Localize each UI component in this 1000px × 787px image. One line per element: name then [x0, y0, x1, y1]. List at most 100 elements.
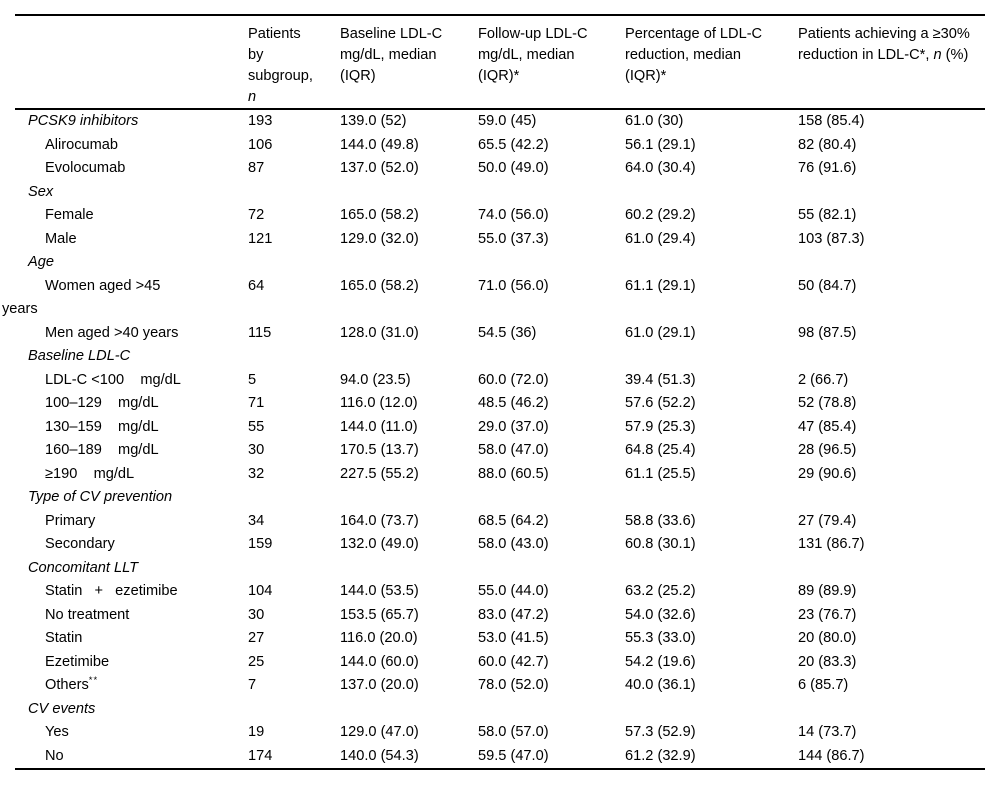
data-cell-value: 54.2 (19.6): [625, 653, 696, 670]
row-label: Others: [45, 677, 89, 693]
data-cell: 55 (82.1): [798, 204, 985, 228]
data-cell: 55.0 (44.0): [478, 580, 625, 604]
table-row: No 174 140.0 (54.3) 59.5 (47.0) 61.2 (32.9) 1…: [2, 745, 985, 769]
table-header-row: Patients by subgroup, n Baseline LDL-C mg…: [2, 16, 985, 108]
data-cell-value: 144.0 (49.8): [340, 136, 419, 153]
data-cell-value: 193: [248, 113, 273, 129]
row-label: Ezetimibe: [45, 653, 110, 670]
data-cell: 159: [248, 533, 340, 557]
column-header: Patients by subgroup, n: [248, 24, 340, 108]
data-cell: 78.0 (52.0): [478, 674, 625, 698]
data-cell: 58.0 (47.0): [478, 439, 625, 463]
data-cell-value: 137.0 (52.0): [340, 160, 419, 176]
table-row: Secondary 159 132.0 (49.0) 58.0 (43.0) 60.8 …: [2, 533, 985, 557]
data-cell-value: 83.0 (47.2): [478, 606, 549, 623]
data-cell-value: 53.0 (41.5): [478, 630, 549, 646]
data-cell: [478, 486, 625, 510]
data-cell-value: 7: [248, 677, 257, 693]
data-cell-value: 55: [248, 418, 265, 435]
data-cell: 39.4 (51.3): [625, 369, 798, 393]
data-cell-value: 57.6 (52.2): [625, 395, 696, 411]
data-cell: 20 (80.0): [798, 627, 985, 651]
data-cell: 71: [248, 392, 340, 416]
row-item-label-cell: No treatment: [2, 604, 248, 628]
table-row: Male 121 129.0 (32.0) 55.0 (37.3) 61.0 (29.4…: [2, 228, 985, 252]
data-cell-value: 104: [248, 583, 273, 599]
table-row: LDL-C <100 mg/dL 5 94.0 (23.5) 60.0 (72.0) 3…: [2, 369, 985, 393]
row-section-label-cell: Age: [2, 251, 248, 275]
data-cell-value: 128.0 (31.0): [340, 324, 419, 341]
data-cell: [478, 251, 625, 275]
data-cell: 98 (87.5): [798, 322, 985, 346]
data-cell-value: 14 (73.7): [798, 724, 857, 740]
data-cell-value: 94.0 (23.5): [340, 371, 411, 388]
data-cell-value: 60.0 (72.0): [478, 371, 549, 388]
row-label: Concomitant LLT: [28, 559, 139, 576]
data-cell-value: 28 (96.5): [798, 442, 857, 458]
row-item-label-cell: 100–129 mg/dL: [2, 392, 248, 416]
table-row: Primary 34 164.0 (73.7) 68.5 (64.2) 58.8 (33…: [2, 510, 985, 534]
data-cell: 60.8 (30.1): [625, 533, 798, 557]
data-cell: 144.0 (60.0): [340, 651, 478, 675]
data-cell-value: 140.0 (54.3): [340, 747, 419, 764]
row-item-label-cell: Yes: [2, 721, 248, 745]
data-cell-value: 61.1 (25.5): [625, 465, 696, 482]
data-cell-value: 55.0 (37.3): [478, 230, 549, 247]
data-cell-value: 74.0 (56.0): [478, 207, 549, 223]
data-cell: 164.0 (73.7): [340, 510, 478, 534]
row-label: 160–189 mg/dL: [45, 442, 159, 458]
data-cell-value: 103 (87.3): [798, 230, 865, 247]
row-label: 130–159 mg/dL: [45, 418, 159, 435]
row-section-label-cell: PCSK9 inhibitors: [2, 110, 248, 134]
data-cell: 55.0 (37.3): [478, 228, 625, 252]
data-cell: [248, 557, 340, 581]
row-section-label-cell: Baseline LDL-C: [2, 345, 248, 369]
data-cell-value: 50 (84.7): [798, 277, 857, 294]
data-cell: [798, 698, 985, 722]
data-cell-value: 55.0 (44.0): [478, 583, 549, 599]
table-row: CV events: [2, 698, 985, 722]
row-label: Alirocumab: [45, 136, 118, 153]
data-cell-value: 76 (91.6): [798, 160, 857, 176]
data-cell-value: 6 (85.7): [798, 677, 849, 693]
row-item-label-cell: Evolocumab: [2, 157, 248, 181]
data-cell: 60.2 (29.2): [625, 204, 798, 228]
row-item-label-cell: Female: [2, 204, 248, 228]
data-cell: [340, 698, 478, 722]
data-cell-value: 170.5 (13.7): [340, 442, 419, 458]
data-cell-value: 40.0 (36.1): [625, 677, 696, 693]
data-cell-value: 89 (89.9): [798, 583, 857, 599]
data-cell: 34: [248, 510, 340, 534]
data-cell-value: 58.8 (33.6): [625, 512, 696, 529]
data-cell-value: 2 (66.7): [798, 371, 849, 388]
data-cell-value: 72: [248, 207, 265, 223]
row-item-label-cell: Men aged >40 years: [2, 322, 248, 346]
data-cell: 61.0 (29.1): [625, 322, 798, 346]
data-cell-value: 165.0 (58.2): [340, 277, 419, 294]
data-cell: 193: [248, 110, 340, 134]
table-row: Sex: [2, 181, 985, 205]
data-cell: 132.0 (49.0): [340, 533, 478, 557]
data-cell: 61.1 (25.5): [625, 463, 798, 487]
data-cell-value: 50.0 (49.0): [478, 160, 549, 176]
data-cell: 144.0 (11.0): [340, 416, 478, 440]
data-cell: [248, 181, 340, 205]
data-cell: 54.0 (32.6): [625, 604, 798, 628]
data-cell-value: 32: [248, 465, 265, 482]
data-cell: 82 (80.4): [798, 134, 985, 158]
data-cell-value: 57.9 (25.3): [625, 418, 696, 435]
data-cell: 116.0 (12.0): [340, 392, 478, 416]
data-cell-value: 54.0 (32.6): [625, 606, 696, 623]
row-label: Sex: [28, 183, 54, 200]
data-cell: 6 (85.7): [798, 674, 985, 698]
column-header-text: (%): [941, 47, 969, 63]
data-cell: 94.0 (23.5): [340, 369, 478, 393]
data-cell-value: 61.2 (32.9): [625, 747, 696, 764]
data-cell: 61.0 (29.4): [625, 228, 798, 252]
data-cell: 88.0 (60.5): [478, 463, 625, 487]
row-label: Statin: [45, 630, 83, 646]
data-cell: 58.0 (57.0): [478, 721, 625, 745]
data-cell: 64.8 (25.4): [625, 439, 798, 463]
data-cell: [798, 557, 985, 581]
row-label: Yes: [45, 724, 69, 740]
